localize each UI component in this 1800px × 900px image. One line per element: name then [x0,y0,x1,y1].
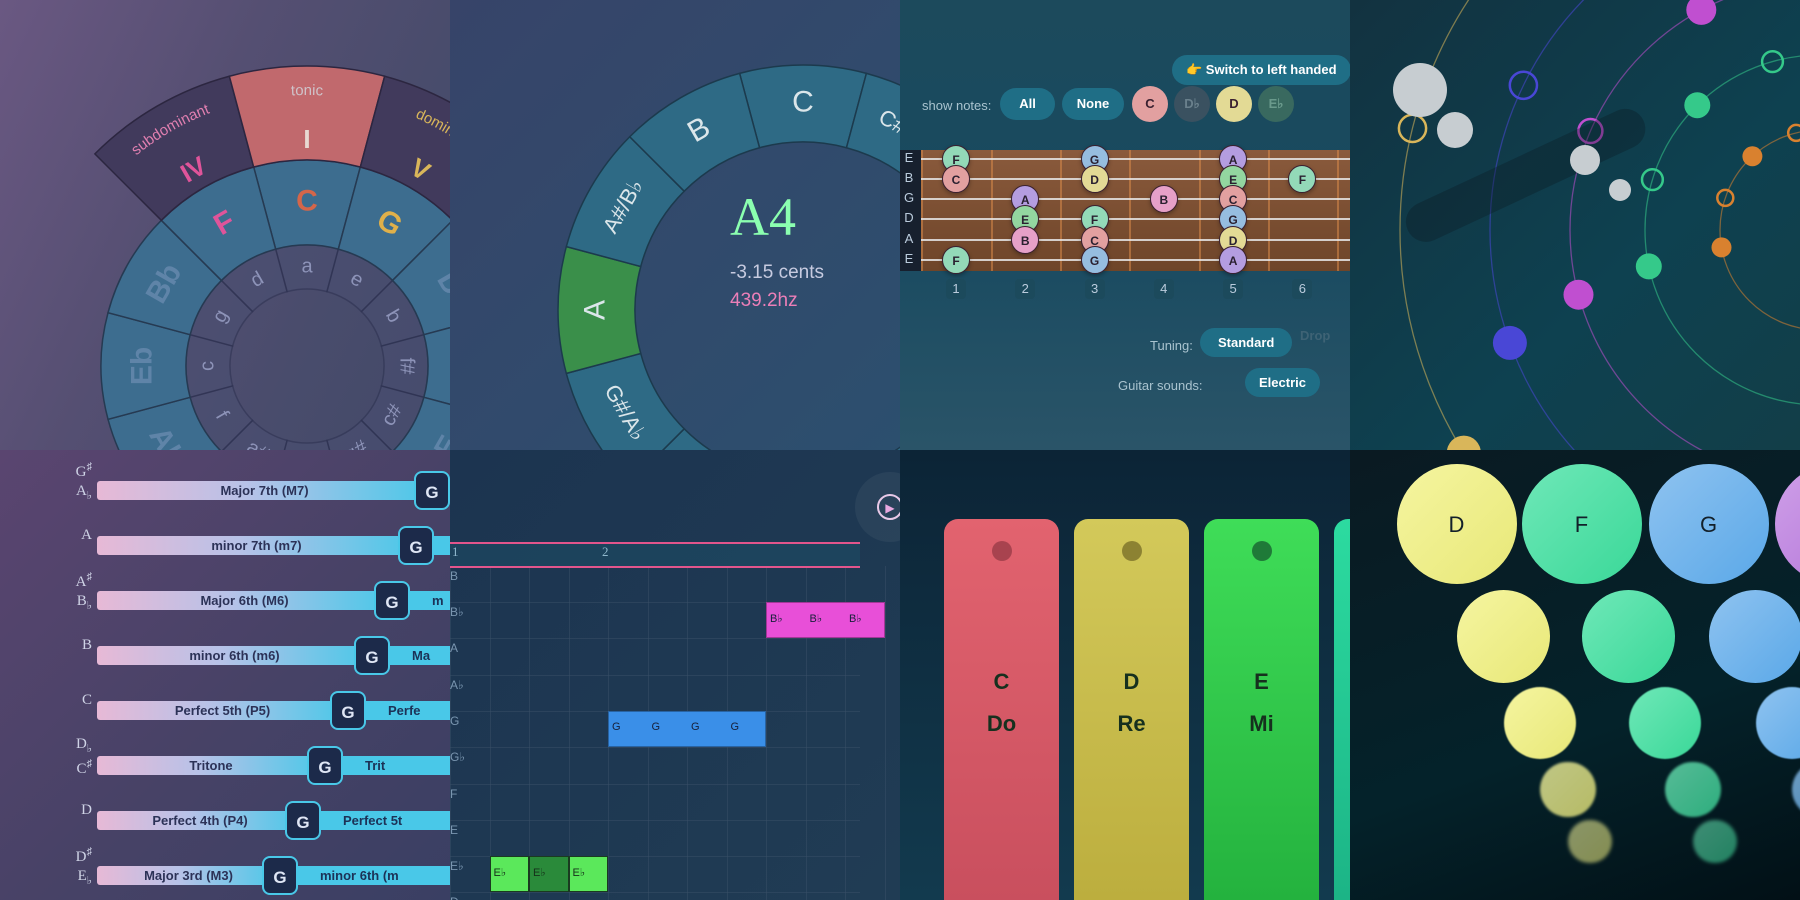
svg-text:I: I [303,124,310,154]
svg-text:Eb: Eb [125,347,158,385]
svg-text:f#: f# [396,358,418,376]
svg-text:A: A [578,300,611,320]
svg-text:a: a [301,255,313,277]
svg-text:c: c [196,361,218,371]
svg-text:tonic: tonic [290,82,323,99]
svg-text:C: C [296,184,318,217]
svg-text:C: C [792,85,814,118]
